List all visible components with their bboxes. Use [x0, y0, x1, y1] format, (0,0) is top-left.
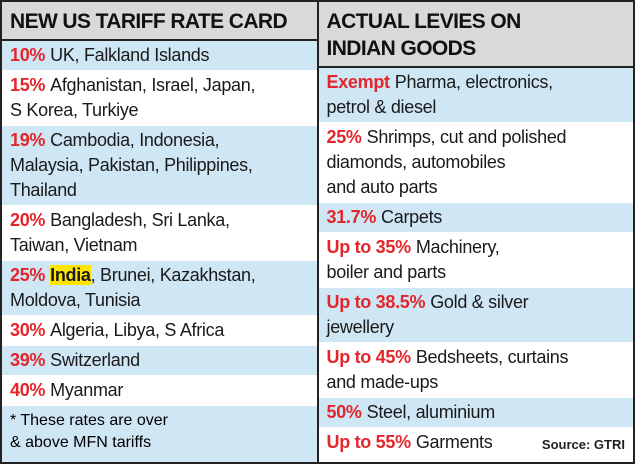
description: Gold & silver [430, 292, 529, 312]
row-line: diamonds, automobiles [327, 150, 626, 175]
description: Shrimps, cut and polished [366, 127, 567, 147]
row-line: 25% Shrimps, cut and polished [327, 125, 626, 150]
description: and made-ups [326, 372, 439, 392]
rate-row: Up to 45% Bedsheets, curtains and made-ups [318, 343, 633, 398]
row-line: and made-ups [327, 370, 626, 395]
rate: Up to 55% [326, 432, 412, 452]
description: Thailand [10, 180, 77, 200]
row-line: Malaysia, Pakistan, Philippines, [10, 153, 309, 178]
footnote-line: & above MFN tariffs [10, 434, 152, 451]
row-line: 40% Myanmar [10, 378, 309, 403]
row-line: 25% India, Brunei, Kazakhstan, [10, 263, 309, 288]
rate: 25% [326, 127, 362, 147]
rate-row: 10% UK, Falkland Islands [2, 41, 317, 71]
rate-row: 15% Afghanistan, Israel, Japan, S Korea, T… [2, 71, 317, 126]
rate-row: 25% India, Brunei, Kazakhstan, Moldova, Tu… [2, 261, 317, 316]
header-line: ACTUAL LEVIES ON [326, 10, 522, 33]
description: Algeria, Libya, S Africa [50, 320, 225, 340]
description: Garments [415, 432, 493, 452]
row-line: and auto parts [327, 175, 626, 200]
description: petrol & diesel [326, 97, 437, 117]
rate-row: 25% Shrimps, cut and polished diamonds, au… [318, 123, 633, 203]
right-header: ACTUAL LEVIES ON INDIAN GOODS [318, 2, 633, 68]
rate-row: Up to 38.5% Gold & silver jewellery [318, 288, 633, 343]
rate: 40% [10, 380, 46, 400]
description: Switzerland [50, 350, 140, 370]
description: Carpets [381, 207, 442, 227]
row-line: Up to 55% Garments [327, 430, 626, 455]
description: Moldova, Tunisia [10, 290, 141, 310]
row-line: 10% UK, Falkland Islands [10, 43, 309, 68]
rate-row: Up to 35% Machinery, boiler and parts [318, 233, 633, 288]
description: Myanmar [50, 380, 124, 400]
left-header: NEW US TARIFF RATE CARD [2, 2, 317, 41]
description: Afghanistan, Israel, Japan, [50, 75, 256, 95]
rate: 10% [10, 45, 46, 65]
header-line: INDIAN GOODS [326, 37, 477, 60]
rate: Up to 35% [326, 237, 412, 257]
description: , Brunei, Kazakhstan, [90, 265, 256, 285]
rate-row: 19% Cambodia, Indonesia, Malaysia, Pakista… [2, 126, 317, 206]
row-line: petrol & diesel [327, 95, 626, 120]
description: diamonds, automobiles [326, 152, 506, 172]
row-line: Taiwan, Vietnam [10, 233, 309, 258]
row-line: 30% Algeria, Libya, S Africa [10, 318, 309, 343]
rate: 50% [326, 402, 362, 422]
rate-row: 39% Switzerland [2, 346, 317, 376]
row-line: Up to 45% Bedsheets, curtains [327, 345, 626, 370]
description: boiler and parts [326, 262, 447, 282]
footnote-line: * These rates are over [10, 412, 169, 429]
source: Source: GTRI [541, 437, 625, 452]
highlight: India [50, 265, 91, 285]
description: Steel, aluminium [366, 402, 496, 422]
description: Machinery, [415, 237, 500, 257]
rate: Up to 45% [326, 347, 412, 367]
rate: 19% [10, 130, 46, 150]
description: Pharma, electronics, [394, 72, 553, 92]
row-line: 19% Cambodia, Indonesia, [10, 128, 309, 153]
description: S Korea, Turkiye [10, 100, 139, 120]
description: Malaysia, Pakistan, Philippines, [10, 155, 253, 175]
rate: Up to 38.5% [326, 292, 426, 312]
rate-row: 20% Bangladesh, Sri Lanka, Taiwan, Vietnam [2, 206, 317, 261]
description: Cambodia, Indonesia, [50, 130, 220, 150]
rate: 39% [10, 350, 46, 370]
rate: 31.7% [326, 207, 377, 227]
rate-row: 50% Steel, aluminium [318, 398, 633, 428]
row-line: S Korea, Turkiye [10, 98, 309, 123]
rate-row: Exempt Pharma, electronics, petrol & diese… [318, 68, 633, 123]
description: and auto parts [326, 177, 438, 197]
rate-row: 30% Algeria, Libya, S Africa [2, 316, 317, 346]
rate: 15% [10, 75, 46, 95]
description: UK, Falkland Islands [50, 45, 210, 65]
row-line: 50% Steel, aluminium [327, 400, 626, 425]
row-line: 31.7% Carpets [327, 205, 626, 230]
rate-row: Up to 55% Garments Source: GTRI [318, 428, 633, 462]
row-line: Moldova, Tunisia [10, 288, 309, 313]
row-line: 39% Switzerland [10, 348, 309, 373]
rate-row: 31.7% Carpets [318, 203, 633, 233]
row-line: 15% Afghanistan, Israel, Japan, [10, 73, 309, 98]
row-line: Up to 35% Machinery, [327, 235, 626, 260]
row-line: Up to 38.5% Gold & silver [327, 290, 626, 315]
description: jewellery [326, 317, 395, 337]
right-column: ACTUAL LEVIES ON INDIAN GOODS Exempt Pharm… [318, 2, 633, 462]
footnote: * These rates are over & above MFN tariff… [2, 406, 317, 462]
description: Taiwan, Vietnam [10, 235, 138, 255]
rate: 30% [10, 320, 46, 340]
rate: 25% [10, 265, 46, 285]
row-line: Thailand [10, 178, 309, 203]
row-line: 20% Bangladesh, Sri Lanka, [10, 208, 309, 233]
description: Bangladesh, Sri Lanka, [50, 210, 230, 230]
row-line: boiler and parts [327, 260, 626, 285]
rate: 20% [10, 210, 46, 230]
rate: Exempt [326, 72, 391, 92]
rate-row: 40% Myanmar [2, 376, 317, 406]
left-column: NEW US TARIFF RATE CARD 10% UK, Falkland … [2, 2, 319, 462]
description: Bedsheets, curtains [415, 347, 569, 367]
row-line: jewellery [327, 315, 626, 340]
row-line: Exempt Pharma, electronics, [327, 70, 626, 95]
